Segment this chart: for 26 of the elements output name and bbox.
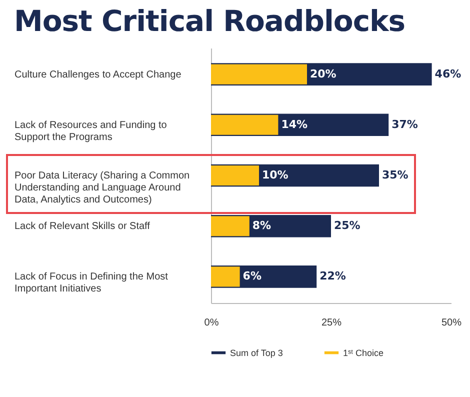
bar (211, 216, 250, 236)
data-label: 37% (392, 118, 418, 131)
legend-label: 1ˢᵗ Choice (343, 348, 384, 358)
data-label: 20% (310, 67, 336, 80)
bar (211, 266, 240, 287)
data-label: 14% (281, 118, 308, 131)
x-tick-label: 25% (321, 318, 342, 328)
bar (211, 114, 278, 135)
data-label: 22% (320, 270, 346, 283)
data-label: 35% (382, 168, 408, 182)
x-tick-label: 0% (204, 318, 219, 328)
bar (211, 64, 307, 84)
y-tick-label: Culture Challenges to Accept Change (14, 69, 182, 80)
y-tick-label: Lack of Focus in Defining the Most Important Initiatives (14, 272, 168, 295)
x-tick-label: 50% (441, 318, 462, 328)
legend-label: Sum of Top 3 (230, 348, 283, 358)
data-label: 8% (252, 219, 272, 232)
y-tick-label: Lack of Relevant Skills or Staff (14, 221, 150, 232)
data-label: 10% (262, 168, 288, 182)
y-tick-label: Poor Data Literacy (Sharing a Common Understanding and Language Around Data, Analytics and Outcomes) (14, 170, 190, 206)
bar (211, 165, 259, 186)
chart-title: Most Critical Roadblocks (14, 4, 406, 38)
data-label: 46% (434, 67, 462, 80)
y-tick-label: Lack of Resources and Funding to Support the Programs (14, 120, 168, 143)
data-label: 25% (334, 219, 360, 232)
data-label: 6% (242, 270, 262, 283)
